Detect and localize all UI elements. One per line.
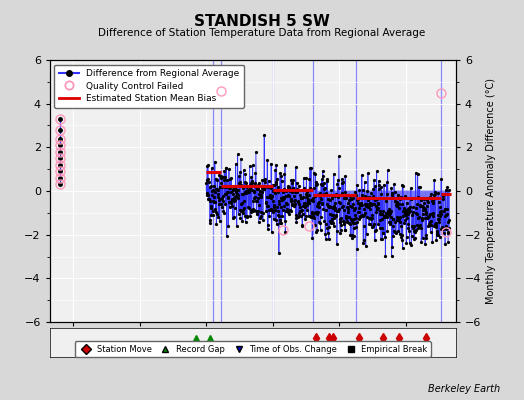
Text: Berkeley Earth: Berkeley Earth [428,384,500,394]
Text: STANDISH 5 SW: STANDISH 5 SW [194,14,330,29]
Text: Difference of Station Temperature Data from Regional Average: Difference of Station Temperature Data f… [99,28,425,38]
Legend: Station Move, Record Gap, Time of Obs. Change, Empirical Break: Station Move, Record Gap, Time of Obs. C… [74,341,431,357]
Legend: Difference from Regional Average, Quality Control Failed, Estimated Station Mean: Difference from Regional Average, Qualit… [54,64,244,108]
Y-axis label: Monthly Temperature Anomaly Difference (°C): Monthly Temperature Anomaly Difference (… [486,78,496,304]
